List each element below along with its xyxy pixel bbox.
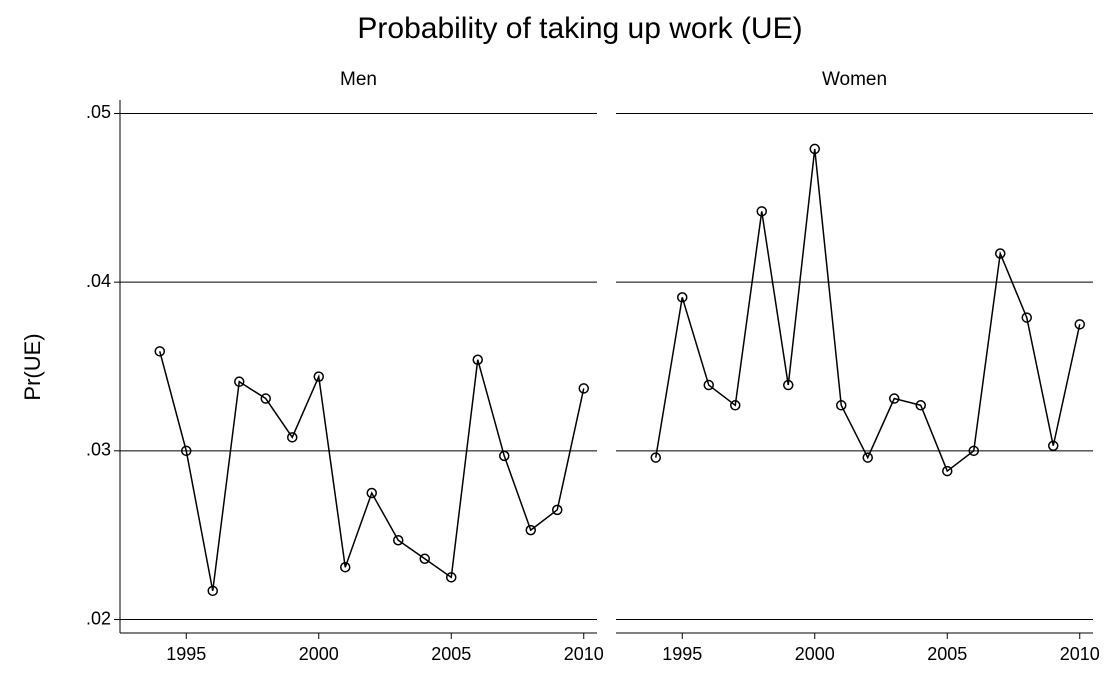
data-point xyxy=(287,432,298,443)
data-point xyxy=(260,393,271,404)
data-point xyxy=(783,379,794,391)
y-tick-label: .05 xyxy=(86,102,111,122)
x-tick-label: 1995 xyxy=(166,644,206,664)
data-point xyxy=(968,445,979,457)
chart-title: Probability of taking up work (UE) xyxy=(357,12,802,45)
data-point xyxy=(942,465,953,477)
x-tick-label: 2005 xyxy=(431,644,471,664)
data-point xyxy=(809,143,820,155)
data-point xyxy=(234,376,245,387)
data-point xyxy=(836,400,847,411)
data-point xyxy=(207,585,218,597)
data-point xyxy=(552,504,563,516)
panel-title: Men xyxy=(340,69,377,90)
data-point xyxy=(650,452,661,463)
x-tick-label: 2000 xyxy=(795,644,835,664)
y-tick-label: .04 xyxy=(86,271,111,291)
data-point xyxy=(313,371,324,382)
data-point xyxy=(340,561,351,573)
data-point xyxy=(499,450,510,462)
data-point xyxy=(1074,319,1085,330)
y-axis-label: Pr(UE) xyxy=(20,333,45,400)
data-point xyxy=(419,553,430,565)
data-point xyxy=(181,445,192,457)
x-tick-label: 1995 xyxy=(662,644,702,664)
data-point xyxy=(915,400,926,411)
data-point xyxy=(862,452,873,463)
data-line xyxy=(159,351,585,591)
data-point xyxy=(677,292,688,303)
data-point xyxy=(393,534,404,546)
data-point xyxy=(756,206,767,217)
data-point xyxy=(1021,312,1032,323)
data-point xyxy=(889,393,900,404)
data-point xyxy=(578,383,589,394)
data-point xyxy=(154,346,165,357)
data-point xyxy=(472,354,483,366)
x-tick-label: 2005 xyxy=(927,644,967,664)
data-point xyxy=(1048,440,1059,452)
data-point xyxy=(366,487,377,499)
x-tick-label: 2010 xyxy=(1060,644,1100,664)
panel-title: Women xyxy=(822,69,887,90)
data-point xyxy=(446,572,457,583)
data-line xyxy=(655,148,1081,473)
data-point xyxy=(730,400,741,411)
data-point xyxy=(525,524,536,536)
x-tick-label: 2000 xyxy=(299,644,339,664)
y-tick-label: .03 xyxy=(86,440,111,460)
y-tick-label: .02 xyxy=(86,608,111,628)
x-tick-label: 2010 xyxy=(564,644,604,664)
data-point xyxy=(995,248,1006,259)
data-point xyxy=(703,379,714,391)
